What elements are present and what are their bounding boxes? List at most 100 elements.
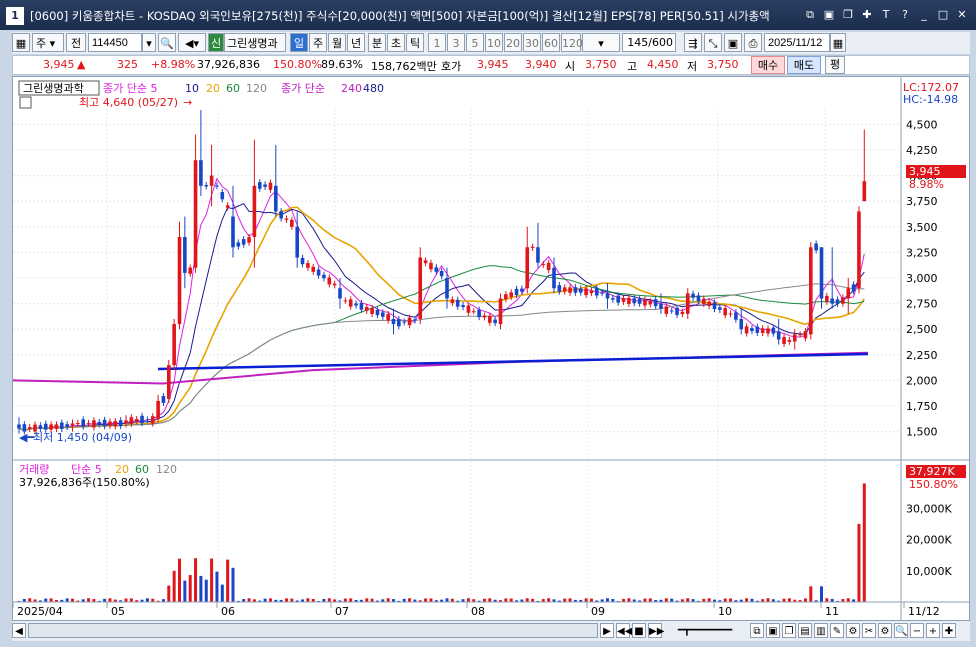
draw-icon[interactable]: ✎ (830, 623, 844, 638)
candle-body (215, 185, 219, 187)
stock-chart-svg[interactable]: 그린생명과학 종가 단순 5 10 20 60 120 종가 단순 240 48… (12, 77, 969, 620)
volume-bar (135, 600, 139, 602)
code-dropdown-icon[interactable]: ▾ (142, 33, 156, 52)
volume-bar (375, 600, 379, 602)
candle-body (140, 415, 144, 424)
tab-minute[interactable]: 분 (368, 33, 386, 52)
current-price-tag-text: 3,945 (909, 165, 941, 178)
sell-button[interactable]: 매도 (787, 56, 821, 74)
forward-icon[interactable]: ▶▶ (648, 623, 664, 638)
buy-button[interactable]: 매수 (751, 56, 785, 74)
date-input[interactable] (764, 33, 830, 52)
link-icon[interactable]: ⧉ (806, 8, 814, 21)
stock-code-input[interactable] (88, 33, 142, 52)
candle-body (156, 400, 160, 420)
zoom-out-icon[interactable]: − (910, 623, 924, 638)
volume-bar (295, 600, 299, 602)
window-number[interactable]: 1 (6, 7, 24, 25)
tab-week[interactable]: 주 (309, 33, 327, 52)
candle-body (605, 293, 610, 299)
minimize-icon[interactable]: _ (921, 8, 927, 21)
crosshair-icon[interactable]: ⤡ (704, 33, 722, 52)
interval-dropdown[interactable]: ▾ (582, 33, 620, 52)
hc-value: HC:-14.98 (903, 93, 958, 106)
main-toolbar: ▦ 주 ▾ 전 ▾ 🔍 ◀▾ 신 그린생명과학 일 주 월 년 분 초 틱 1 … (12, 32, 970, 69)
shin-badge: 신 (208, 33, 224, 52)
tab-second[interactable]: 초 (387, 33, 405, 52)
low-annotation: 최저 1,450 (04/09) (33, 431, 132, 444)
tab-month[interactable]: 월 (328, 33, 346, 52)
window-icon[interactable]: ⧉ (750, 623, 764, 638)
restore-zoom-icon[interactable]: ✚ (942, 623, 956, 638)
indicator-icon[interactable]: ⚙ (846, 623, 860, 638)
horizontal-scrollbar[interactable] (28, 623, 598, 638)
calendar-icon[interactable]: ▦ (830, 33, 846, 52)
period-type-select[interactable]: 주 ▾ (32, 33, 64, 52)
chart-tool-icon[interactable]: ⇶ (684, 33, 702, 52)
candle-body (835, 299, 840, 304)
candle-body (488, 315, 492, 323)
interval-120[interactable]: 120 (561, 33, 583, 52)
interval-5[interactable]: 5 (466, 33, 484, 52)
grid-icon[interactable]: ▦ (12, 33, 30, 52)
zoom-in-icon[interactable]: + (926, 623, 940, 638)
candle-body (685, 293, 690, 314)
interval-10[interactable]: 10 (485, 33, 503, 52)
interval-60[interactable]: 60 (542, 33, 560, 52)
volume-bar (167, 585, 171, 602)
font-icon[interactable]: T (882, 8, 890, 21)
settings-icon[interactable]: ⚙ (878, 623, 892, 638)
magnifier-icon[interactable]: 🔍 (894, 623, 908, 638)
y-tick-label: 2,500 (906, 323, 938, 336)
volume-bar (386, 598, 390, 602)
save-icon[interactable]: ▣ (724, 33, 742, 52)
candle-body (413, 319, 417, 321)
volume-bar (611, 598, 615, 602)
help-icon[interactable]: ? (902, 8, 908, 21)
tab-tick[interactable]: 틱 (406, 33, 424, 52)
scroll-left-icon[interactable]: ◀ (12, 623, 26, 638)
ma-period-20: 20 (206, 82, 220, 95)
tile-icon[interactable]: ▣ (823, 8, 835, 21)
bid-price: 3,940 (525, 58, 557, 71)
volume-bar (236, 600, 240, 602)
pyeong-button[interactable]: 평 (825, 56, 845, 74)
close-icon[interactable]: ✕ (957, 8, 967, 21)
chart-icon[interactable]: ▤ (798, 623, 812, 638)
rewind-icon[interactable]: ◀◀ (616, 623, 632, 638)
stock-name-tag-box (18, 80, 100, 96)
interval-30[interactable]: 30 (523, 33, 541, 52)
count-field[interactable]: 145/600 (622, 33, 676, 52)
jeon-button[interactable]: 전 (66, 33, 86, 52)
interval-3[interactable]: 3 (447, 33, 465, 52)
grid-toggle-icon[interactable] (19, 96, 32, 109)
candle-body (375, 309, 380, 316)
trend-line[interactable] (157, 352, 869, 371)
zoom-slider[interactable]: ━┳━━━━━━━ (666, 623, 744, 638)
play-icon[interactable]: ▶ (600, 623, 614, 638)
chart-area[interactable]: 그린생명과학 종가 단순 5 10 20 60 120 종가 단순 240 48… (12, 76, 970, 621)
candle-body (188, 267, 192, 274)
search-icon[interactable]: 🔍 (158, 33, 176, 52)
candle-body (134, 419, 139, 422)
volume-bar (370, 598, 374, 602)
stop-icon[interactable]: ■ (632, 623, 646, 638)
scissors-icon[interactable]: ✂ (862, 623, 876, 638)
print-icon[interactable]: ⎙ (744, 33, 762, 52)
speaker-icon[interactable]: ◀▾ (178, 33, 206, 52)
interval-20[interactable]: 20 (504, 33, 522, 52)
restore-icon[interactable]: ❐ (843, 8, 853, 21)
candle-body (97, 421, 102, 425)
interval-1[interactable]: 1 (428, 33, 446, 52)
copy-icon[interactable]: ❐ (782, 623, 796, 638)
volume-current: 37,927K (909, 465, 955, 478)
tab-year[interactable]: 년 (347, 33, 365, 52)
tab-day[interactable]: 일 (290, 33, 308, 52)
bar-icon[interactable]: ▥ (814, 623, 828, 638)
tile-icon[interactable]: ▣ (766, 623, 780, 638)
candle-body (450, 299, 455, 304)
candle-body (734, 312, 738, 320)
pin-icon[interactable]: ✚ (862, 8, 872, 21)
maximize-icon[interactable]: □ (937, 8, 949, 21)
ma-60-line (18, 265, 865, 431)
